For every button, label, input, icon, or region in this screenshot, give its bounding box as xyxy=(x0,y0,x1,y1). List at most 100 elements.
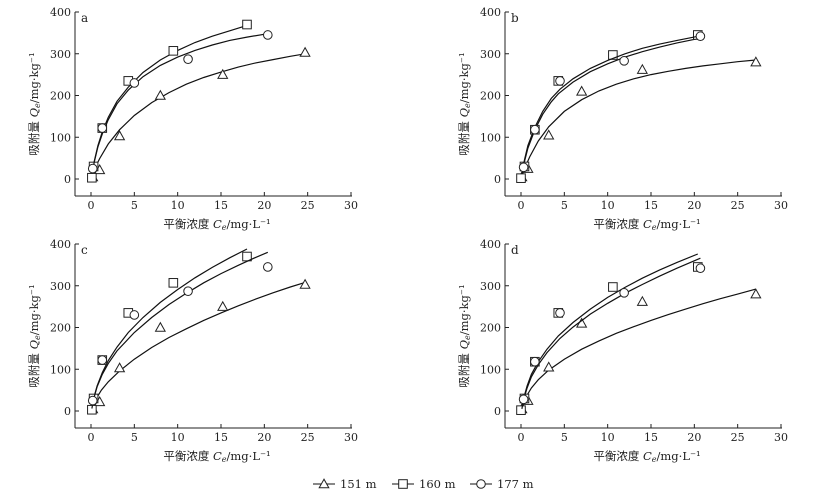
legend-item: 151 m xyxy=(313,477,377,491)
x-tick-label: 15 xyxy=(644,199,658,212)
legend-item: 177 m xyxy=(470,477,534,491)
data-point-circle xyxy=(695,263,706,274)
legend-marker-square xyxy=(398,479,408,489)
y-axis-title: 吸附量 Qe/mg·kg⁻¹ xyxy=(27,284,42,387)
x-tick-label: 5 xyxy=(131,431,138,444)
data-point-triangle xyxy=(750,56,762,67)
x-axis-title-var: C xyxy=(643,217,652,231)
data-point-triangle xyxy=(543,361,555,372)
data-point-triangle xyxy=(299,278,311,289)
x-axis-title-text: 平衡浓度 xyxy=(163,217,213,231)
chart-panel-a: 0 100 200 300 400 0 5 10 15 20 25 30 a 平衡浓度 Ce/mg·L⁻¹… xyxy=(27,6,358,232)
x-tick-label: 15 xyxy=(644,431,658,444)
x-tick-label: 0 xyxy=(88,199,95,212)
data-point-square xyxy=(608,50,618,60)
x-tick-label: 10 xyxy=(171,199,185,212)
data-point-square xyxy=(516,173,526,183)
x-tick-label: 10 xyxy=(171,431,185,444)
y-tick-label: 400 xyxy=(50,238,71,251)
y-axis-title-var: Q xyxy=(457,339,471,349)
data-point-circle xyxy=(183,286,193,296)
data-point-circle xyxy=(530,124,540,135)
series-177m xyxy=(87,251,273,409)
data-point-circle xyxy=(555,308,565,318)
x-axis-title-var: C xyxy=(643,449,652,463)
y-tick-label: 200 xyxy=(480,322,501,335)
x-tick-label: 20 xyxy=(257,431,271,444)
data-point-triangle xyxy=(299,46,311,57)
x-tick-label: 25 xyxy=(301,199,315,212)
series-177m xyxy=(518,257,706,410)
x-tick-label: 30 xyxy=(344,431,358,444)
data-point-square xyxy=(242,19,252,30)
x-axis-title-sub: e xyxy=(222,455,227,464)
data-point-triangle xyxy=(217,68,229,79)
y-axis-title-unit: /mg·kg⁻¹ xyxy=(27,52,41,103)
x-axis-title: 平衡浓度 Ce/mg·L⁻¹ xyxy=(163,449,270,464)
y-tick-label: 300 xyxy=(480,48,501,61)
y-tick-label: 0 xyxy=(494,173,501,186)
series-177m xyxy=(87,30,273,174)
data-point-circle xyxy=(87,395,98,406)
x-axis-title-sub: e xyxy=(222,223,227,232)
panel-label: b xyxy=(511,11,519,25)
x-tick-label: 5 xyxy=(561,431,568,444)
panel-label: a xyxy=(81,11,88,25)
y-tick-label: 400 xyxy=(50,6,71,19)
y-axis-title-var: Q xyxy=(457,107,471,117)
x-tick-label: 20 xyxy=(687,431,701,444)
y-tick-label: 0 xyxy=(494,405,501,418)
x-tick-label: 10 xyxy=(601,199,615,212)
data-point-circle xyxy=(129,310,140,320)
y-tick-label: 400 xyxy=(480,238,501,251)
legend-label: 177 m xyxy=(497,477,534,491)
y-tick-label: 100 xyxy=(480,363,501,376)
x-axis-title-unit: /mg·L⁻¹ xyxy=(227,217,271,231)
series-160m xyxy=(87,19,252,183)
data-point-square xyxy=(516,405,526,415)
data-point-circle xyxy=(555,76,565,86)
data-point-triangle xyxy=(636,63,648,74)
data-point-square xyxy=(608,282,618,292)
y-tick-label: 100 xyxy=(50,131,71,144)
data-point-circle xyxy=(619,288,629,298)
y-axis-title-text: 吸附量 xyxy=(457,117,471,155)
series-151m xyxy=(87,46,311,182)
data-point-circle xyxy=(695,31,706,42)
y-axis-title-sub: e xyxy=(33,335,42,340)
x-tick-label: 30 xyxy=(344,199,358,212)
fit-curve xyxy=(91,251,269,409)
x-tick-label: 0 xyxy=(518,199,525,212)
data-point-square xyxy=(168,278,179,288)
legend-item: 160 m xyxy=(392,477,456,491)
fit-curve xyxy=(521,257,701,410)
series-151m xyxy=(516,56,762,182)
y-axis-title-var: Q xyxy=(27,339,41,349)
chart-panel-c: 0 100 200 300 400 0 5 10 15 20 25 30 c 平衡浓度 Ce/mg·L⁻¹… xyxy=(27,238,358,464)
y-tick-label: 0 xyxy=(64,405,71,418)
fit-curve xyxy=(521,59,756,176)
x-tick-label: 5 xyxy=(561,199,568,212)
x-tick-label: 10 xyxy=(601,431,615,444)
x-tick-label: 0 xyxy=(518,431,525,444)
data-point-circle xyxy=(263,262,273,272)
data-point-circle xyxy=(129,78,140,88)
data-point-triangle xyxy=(113,362,126,373)
chart-panel-d: 0 100 200 300 400 0 5 10 15 20 25 30 d 平衡浓度 Ce/mg·L⁻¹… xyxy=(457,238,788,464)
y-axis-title-sub: e xyxy=(33,103,42,108)
fit-curve xyxy=(521,38,698,175)
data-point-square xyxy=(87,172,97,183)
y-axis-title-text: 吸附量 xyxy=(457,349,471,387)
x-tick-label: 20 xyxy=(687,199,701,212)
fit-curve xyxy=(521,288,757,412)
x-tick-label: 15 xyxy=(214,199,228,212)
x-tick-label: 5 xyxy=(131,199,138,212)
y-tick-label: 300 xyxy=(50,48,71,61)
y-axis-title: 吸附量 Qe/mg·kg⁻¹ xyxy=(27,52,42,155)
y-tick-label: 200 xyxy=(480,90,501,103)
x-axis-title-sub: e xyxy=(652,455,657,464)
y-tick-label: 200 xyxy=(50,90,71,103)
x-axis-title-unit: /mg·L⁻¹ xyxy=(227,449,271,463)
legend-marker-circle xyxy=(476,479,486,489)
